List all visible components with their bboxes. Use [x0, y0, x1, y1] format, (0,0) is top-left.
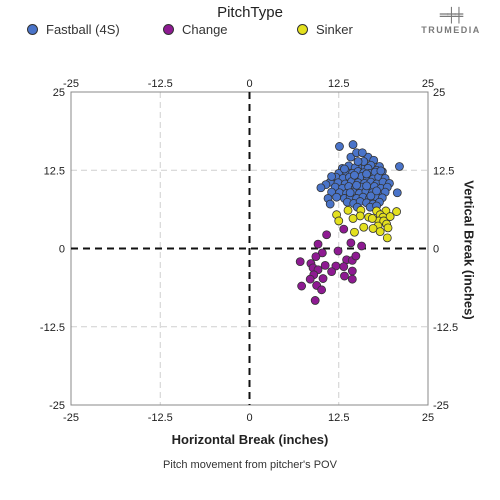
- fastball-point: [362, 169, 371, 179]
- fastball-point: [353, 157, 363, 166]
- fastball-point: [372, 186, 381, 196]
- x-tick-label-bottom: -12.5: [148, 412, 173, 424]
- fastball-legend-dot: [27, 24, 38, 35]
- fastball-point: [325, 199, 335, 209]
- change-point: [327, 267, 337, 277]
- legend-label-change: Change: [182, 22, 228, 37]
- change-point: [305, 274, 315, 284]
- change-point: [340, 271, 349, 281]
- y-tick-label-right: -12.5: [433, 322, 458, 334]
- sinker-point: [350, 227, 359, 237]
- x-tick-label-top: 25: [422, 78, 434, 90]
- sinker-point: [368, 224, 378, 233]
- y-tick-label-right: 12.5: [433, 165, 454, 177]
- x-tick-label-bottom: 25: [422, 412, 434, 424]
- y-tick-label-left: -25: [49, 400, 65, 412]
- legend-item-sinker[interactable]: Sinker: [297, 22, 353, 37]
- x-tick-label-bottom: 0: [246, 412, 252, 424]
- fastball-point: [350, 170, 359, 180]
- x-tick-label-top: 0: [246, 78, 252, 90]
- y-tick-label-right: 25: [433, 87, 445, 99]
- x-tick-label-bottom: 12.5: [328, 412, 349, 424]
- x-tick-label-top: -25: [63, 78, 79, 90]
- fastball-point: [348, 140, 358, 149]
- change-point: [313, 239, 323, 249]
- change-point: [322, 230, 332, 240]
- change-point: [346, 238, 356, 248]
- change-point: [297, 281, 307, 291]
- change-point: [317, 285, 327, 295]
- sinker-point: [343, 205, 353, 215]
- legend-item-change[interactable]: Change: [163, 22, 228, 37]
- change-legend-dot: [163, 24, 174, 35]
- change-point: [310, 296, 320, 305]
- y-tick-label-left: -12.5: [40, 322, 65, 334]
- fastball-point: [345, 188, 355, 198]
- sinker-point: [367, 214, 377, 223]
- fastball-point: [352, 180, 362, 190]
- y-tick-label-left: 0: [59, 244, 65, 256]
- change-point: [333, 246, 343, 256]
- sinker-point: [382, 233, 392, 243]
- sinker-point: [392, 207, 401, 216]
- sinker-point: [375, 227, 385, 236]
- change-point: [317, 248, 327, 258]
- change-point: [339, 224, 349, 234]
- fastball-point: [346, 152, 356, 162]
- legend-title: PitchType: [217, 4, 283, 21]
- change-point: [347, 274, 357, 284]
- x-tick-label-top: 12.5: [328, 78, 349, 90]
- fastball-point: [366, 191, 376, 201]
- change-point: [318, 274, 328, 283]
- logo-text: TRUMEDIA: [421, 25, 481, 35]
- trumedia-logo: ═╪╪ TRUMEDIA: [418, 8, 484, 40]
- legend: Fastball (4S) Change Sinker: [0, 22, 420, 40]
- change-point: [295, 257, 305, 267]
- fastball-point: [316, 183, 326, 193]
- fastball-point: [340, 164, 349, 174]
- y-tick-label-right: -25: [433, 400, 449, 412]
- zero-lines: [71, 92, 428, 405]
- y-tick-label-right: 0: [433, 244, 439, 256]
- fastball-point: [332, 192, 342, 202]
- sinker-point: [359, 222, 369, 232]
- fastball-point: [376, 166, 386, 176]
- change-point: [320, 261, 330, 270]
- fastball-point: [392, 188, 402, 198]
- y-axis-label: Vertical Break (inches): [461, 180, 477, 320]
- x-axis-label: Horizontal Break (inches): [171, 432, 329, 447]
- sinker-point: [383, 223, 393, 233]
- change-point: [357, 241, 366, 251]
- sinker-point: [334, 216, 344, 226]
- change-point: [351, 251, 361, 261]
- sinker-point: [348, 214, 358, 223]
- sinker-point: [385, 212, 395, 221]
- y-tick-label-left: 12.5: [44, 165, 65, 177]
- fastball-point: [327, 172, 337, 181]
- change-point: [339, 262, 349, 272]
- chart-caption: Pitch movement from pitcher's POV: [163, 459, 337, 471]
- y-tick-label-left: 25: [53, 87, 65, 99]
- change-point: [311, 252, 321, 262]
- change-point: [347, 266, 357, 276]
- sinker-legend-dot: [297, 24, 308, 35]
- fastball-point: [335, 142, 344, 151]
- x-tick-label-bottom: -25: [63, 412, 79, 424]
- legend-label-sinker: Sinker: [316, 22, 353, 37]
- fastball-point: [395, 162, 404, 171]
- data-points: [295, 140, 404, 305]
- legend-item-fastball[interactable]: Fastball (4S): [27, 22, 120, 37]
- x-tick-label-top: -12.5: [148, 78, 173, 90]
- legend-label-fastball: Fastball (4S): [46, 22, 120, 37]
- logo-mark-icon: ═╪╪: [439, 8, 463, 24]
- fastball-point: [362, 181, 371, 191]
- fastball-point: [357, 148, 367, 158]
